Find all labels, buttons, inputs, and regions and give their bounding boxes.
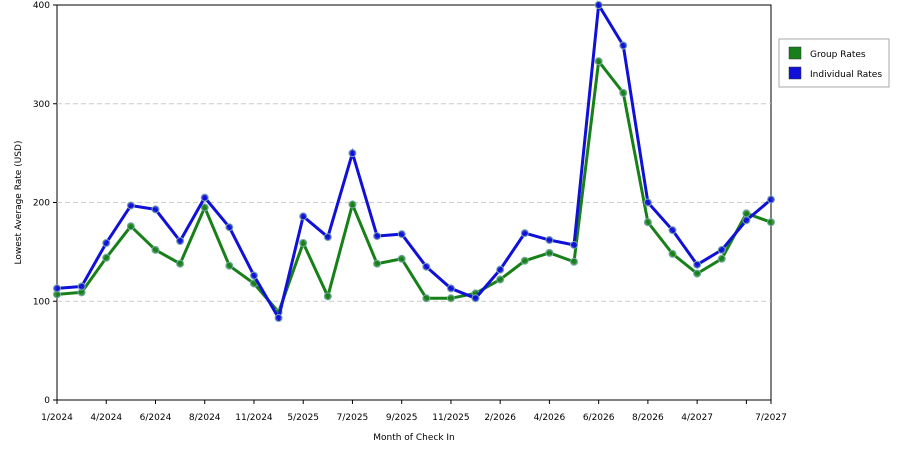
- data-point: [693, 260, 702, 269]
- data-point: [446, 294, 455, 303]
- data-point: [200, 203, 209, 212]
- data-point: [570, 257, 579, 266]
- legend-label: Individual Rates: [810, 70, 882, 80]
- data-point: [422, 294, 431, 303]
- data-point: [102, 253, 111, 262]
- data-point: [225, 261, 234, 270]
- data-point: [249, 271, 258, 280]
- data-point: [767, 218, 775, 227]
- data-point: [102, 238, 111, 247]
- data-point: [471, 294, 480, 303]
- data-point: [422, 262, 431, 271]
- series-line: [56, 57, 772, 316]
- data-point: [299, 212, 308, 221]
- data-point: [594, 1, 603, 9]
- data-point: [53, 284, 61, 293]
- data-point: [496, 265, 505, 274]
- data-point: [151, 245, 160, 254]
- data-point: [767, 195, 775, 204]
- data-point: [176, 259, 185, 268]
- data-point: [594, 57, 603, 66]
- x-tick-label: 8/2024: [189, 413, 221, 423]
- x-tick-label: 7/2025: [337, 413, 369, 423]
- data-point: [668, 249, 677, 258]
- data-point: [200, 193, 209, 202]
- x-tick-label: 11/2025: [432, 413, 469, 423]
- y-tick-label: 100: [33, 297, 50, 307]
- data-point: [693, 269, 702, 278]
- data-point: [520, 229, 529, 238]
- legend-swatch: [788, 66, 802, 80]
- data-point: [348, 149, 357, 158]
- data-point: [77, 282, 86, 291]
- data-point: [126, 201, 135, 210]
- x-tick-label: 6/2026: [583, 413, 615, 423]
- x-tick-label: 4/2026: [534, 413, 566, 423]
- data-point: [619, 41, 628, 50]
- y-axis-label: Lowest Average Rate (USD): [14, 141, 24, 265]
- data-point: [742, 209, 751, 218]
- data-point: [151, 205, 160, 214]
- x-tick-label: 8/2026: [632, 413, 664, 423]
- data-point: [397, 254, 406, 263]
- data-point: [545, 248, 554, 257]
- x-tick-label: 5/2025: [287, 413, 319, 423]
- data-point: [274, 314, 283, 323]
- y-tick-label: 300: [33, 100, 50, 110]
- data-point: [373, 232, 382, 241]
- x-tick-label: 4/2024: [90, 413, 122, 423]
- x-tick-label: 4/2027: [681, 413, 713, 423]
- data-point: [126, 222, 135, 231]
- x-tick-label: 7/2027: [755, 413, 787, 423]
- data-point: [323, 292, 332, 301]
- data-point: [373, 259, 382, 268]
- data-point: [717, 254, 726, 263]
- data-point: [545, 236, 554, 245]
- y-tick-label: 400: [33, 1, 50, 11]
- data-point: [619, 88, 628, 97]
- legend-label: Group Rates: [810, 50, 866, 60]
- data-point: [742, 216, 751, 225]
- data-point: [299, 238, 308, 247]
- x-tick-label: 11/2024: [235, 413, 273, 423]
- x-tick-label: 6/2024: [140, 413, 172, 423]
- data-point: [225, 223, 234, 232]
- legend-swatch: [788, 46, 802, 60]
- data-point: [520, 256, 529, 265]
- x-tick-label: 2/2026: [484, 413, 516, 423]
- data-point: [668, 226, 677, 235]
- x-tick-label: 9/2025: [386, 413, 418, 423]
- y-tick-label: 200: [33, 199, 50, 209]
- data-point: [570, 240, 579, 249]
- data-point: [446, 284, 455, 293]
- series-line: [56, 0, 772, 323]
- data-point: [717, 245, 726, 254]
- data-point: [643, 218, 652, 227]
- y-tick-label: 0: [44, 396, 50, 406]
- data-point: [348, 200, 357, 209]
- x-tick-label: 1/2024: [41, 413, 73, 423]
- x-axis-label: Month of Check In: [373, 433, 455, 443]
- data-point: [496, 275, 505, 284]
- data-point: [323, 233, 332, 242]
- data-point: [643, 198, 652, 207]
- data-point: [397, 230, 406, 239]
- data-point: [176, 237, 185, 246]
